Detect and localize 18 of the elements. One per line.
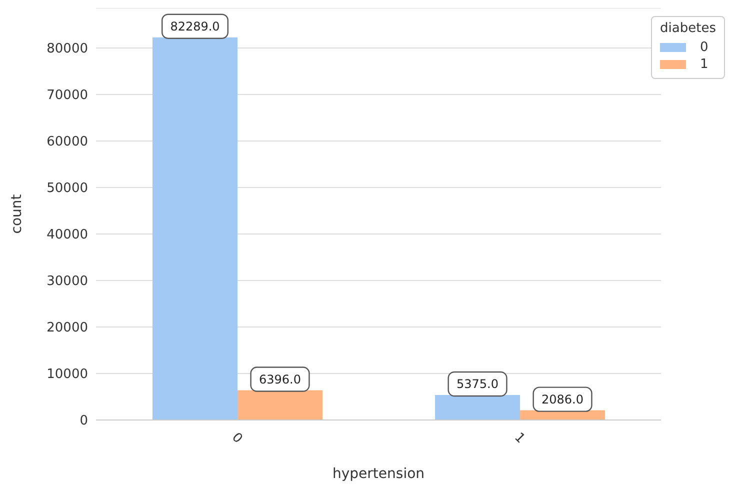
legend-title: diabetes xyxy=(660,21,716,36)
data-label: 2086.0 xyxy=(542,392,584,406)
legend-label: 1 xyxy=(700,57,708,72)
y-tick-label: 40000 xyxy=(46,228,88,243)
y-tick-label: 30000 xyxy=(46,274,88,290)
data-label: 5375.0 xyxy=(456,377,499,392)
data-label: 82289.0 xyxy=(170,19,220,34)
legend-label: 0 xyxy=(700,40,708,55)
y-tick-label: 80000 xyxy=(46,42,88,57)
data-label: 6396.0 xyxy=(259,372,302,386)
y-tick-label: 20000 xyxy=(46,320,88,336)
y-tick-label: 50000 xyxy=(46,181,88,196)
y-tick-label: 60000 xyxy=(46,134,88,150)
y-tick-label: 10000 xyxy=(46,367,88,382)
y-axis-title: count xyxy=(8,194,25,234)
y-tick-label: 70000 xyxy=(46,88,88,104)
x-axis-title: hypertension xyxy=(332,466,425,482)
y-tick-label: 0 xyxy=(80,414,88,429)
